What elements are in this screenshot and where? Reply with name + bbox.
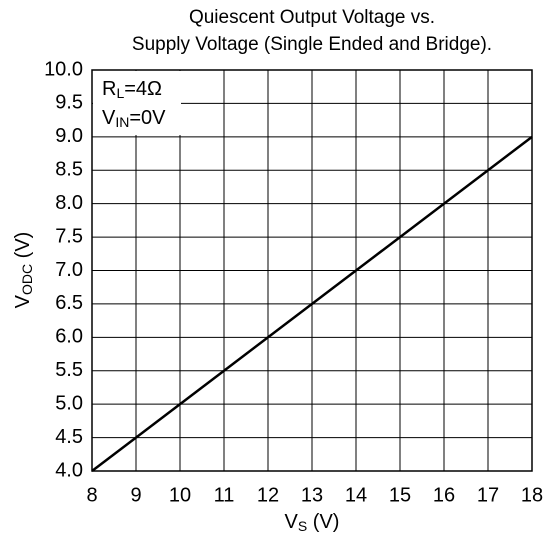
x-tick-label: 11 [214,484,235,506]
y-tick-label: 6.5 [55,292,83,314]
y-axis-label-part: V [12,294,34,308]
y-tick-label: 8.0 [55,192,83,214]
x-tick-label: 8 [86,484,97,506]
plot-frame [91,69,533,472]
chart-title: Supply Voltage (Single Ended and Bridge)… [132,34,492,55]
x-axis-label-part: V [285,511,299,533]
annotation-part: IN [115,114,129,130]
y-tick-label: 10.0 [44,58,83,80]
y-axis-label-part: ODC [19,264,35,295]
y-tick-label: 9.5 [55,92,83,114]
x-axis-label-part: (V) [307,511,339,533]
x-axis-label-part: S [298,518,307,534]
annotation-box [93,71,181,135]
annotation-part: =0V [129,107,166,129]
y-tick-label: 7.0 [55,259,83,281]
y-axis-label-part: (V) [12,232,34,264]
annotation-part: L [116,85,124,101]
x-tick-label: 10 [169,484,191,506]
x-tick-label: 15 [389,484,411,506]
x-tick-label: 12 [257,484,279,506]
data-line [91,135,533,472]
x-tick-label: 13 [301,484,323,506]
annotation: VIN=0V [102,107,166,129]
chart-title: Quiescent Output Voltage vs. [189,7,435,28]
annotation-part: =4Ω [124,78,162,100]
y-tick-label: 6.0 [55,326,83,348]
annotation-part: V [102,107,116,129]
y-axis-label: VODC (V) [12,232,34,309]
y-tick-label: 9.0 [55,125,83,147]
y-tick-label: 4.5 [55,426,83,448]
y-tick-label: 5.0 [55,392,83,414]
x-tick-label: 16 [433,484,455,506]
x-axis-label: VS (V) [285,511,340,533]
x-tick-label: 9 [130,484,141,506]
y-tick-label: 5.5 [55,359,83,381]
annotation-part: R [102,78,116,100]
x-tick-label: 17 [477,484,499,506]
y-tick-label: 4.0 [55,459,83,481]
y-tick-label: 7.5 [55,225,83,247]
x-tick-label: 14 [345,484,367,506]
y-tick-label: 8.5 [55,159,83,181]
annotation: RL=4Ω [102,78,162,100]
x-tick-label: 18 [521,484,543,506]
